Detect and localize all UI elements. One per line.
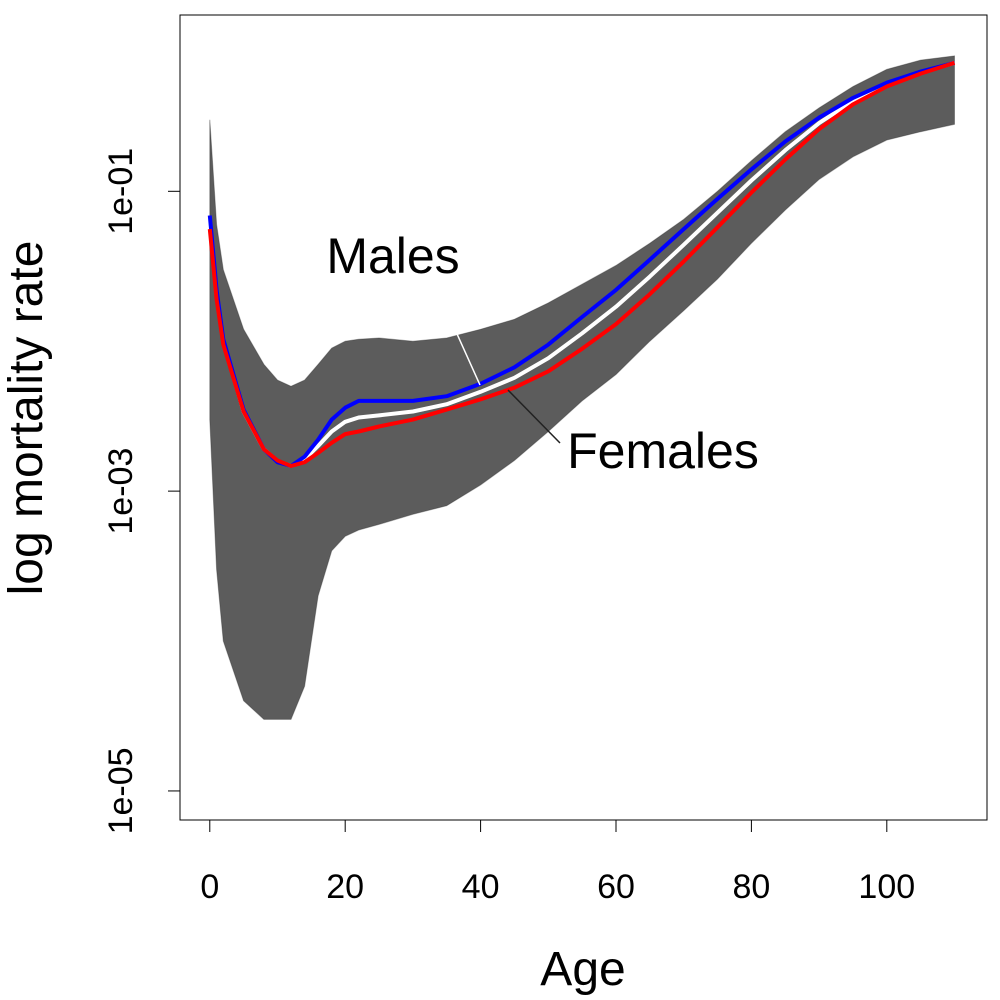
annotation-connector [434,284,481,386]
series-line [207,60,956,468]
y-tick-label: 1e-05 [102,747,140,834]
annotation: Males [326,228,459,284]
plot-area [207,55,956,720]
x-tick-label: 20 [326,868,364,906]
y-axis-label: log mortality rate [0,241,53,596]
x-tick-label: 40 [462,868,500,906]
y-tick-label: 1e-03 [102,448,140,535]
annotation-connector [507,389,561,444]
x-tick-label: 100 [858,868,915,906]
x-axis-label: Age [540,943,625,996]
x-tick-label: 0 [200,868,219,906]
curve-cloud [209,55,955,720]
x-tick-label: 80 [732,868,770,906]
x-tick-label: 60 [597,868,635,906]
annotation: Females [567,423,759,479]
y-tick-label: 1e-01 [102,148,140,235]
